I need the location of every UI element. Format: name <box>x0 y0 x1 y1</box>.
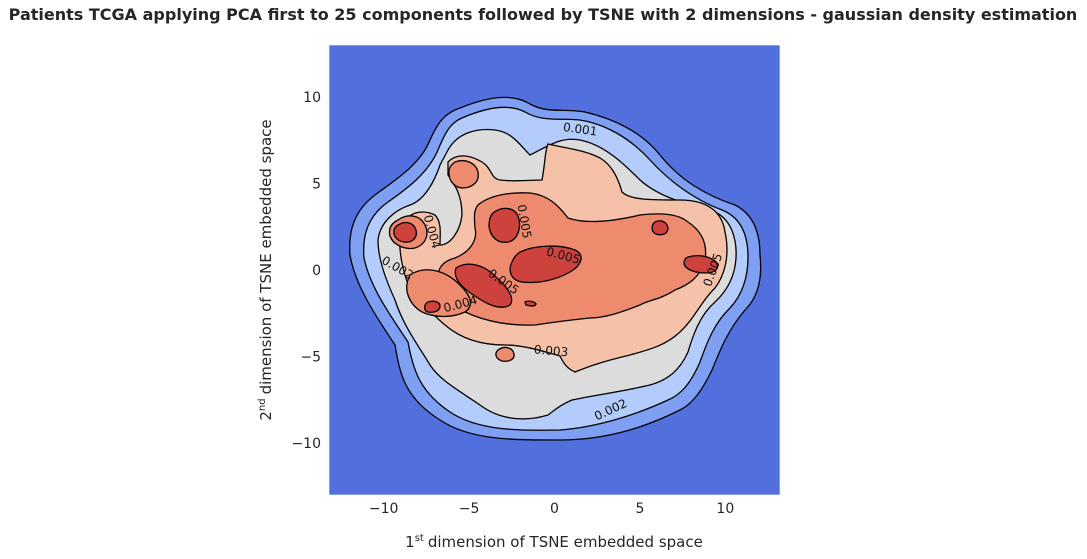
x-tick-label: 5 <box>635 501 644 517</box>
y-axis-label-prefix: 2 <box>257 411 275 421</box>
x-axis-label-sup: st <box>415 533 424 544</box>
y-tick-label: 5 <box>312 176 321 192</box>
contour-region-0.004-topleft <box>448 159 479 189</box>
y-tick-label: 10 <box>303 90 321 106</box>
contour-peak-right-small <box>651 220 669 236</box>
contour-peak-center-top <box>488 207 521 243</box>
y-axis-label-text: dimension of TSNE embedded space <box>257 119 275 394</box>
y-tick-label: −10 <box>291 436 321 452</box>
x-tick-label: −5 <box>459 501 480 517</box>
y-axis-label-sup: nd <box>257 398 268 411</box>
x-tick-label: 10 <box>716 501 734 517</box>
chart-title: Patients TCGA applying PCA first to 25 c… <box>9 5 1078 24</box>
x-tick-label: 0 <box>550 501 559 517</box>
x-tick-label: −10 <box>369 501 399 517</box>
contour-peak-right <box>683 255 719 274</box>
y-axis-ticks: 10 5 0 −5 −10 <box>291 90 321 452</box>
contour-level-label: 0.005 <box>514 203 534 239</box>
contour-level-label: 0.001 <box>562 120 598 139</box>
y-tick-label: −5 <box>300 350 321 366</box>
contour-level-label: 0.003 <box>533 342 568 359</box>
density-contours <box>349 96 762 441</box>
x-axis-label-prefix: 1 <box>405 533 415 551</box>
contour-peak-center <box>509 245 582 284</box>
contour-peak-left <box>393 221 418 243</box>
contour-peak-lowerleft <box>423 300 441 313</box>
contour-peak-lower-center <box>454 263 513 308</box>
y-axis-label: 2nd dimension of TSNE embedded space <box>257 119 275 420</box>
contour-region-0.004-bottom <box>495 346 515 362</box>
x-axis-label-text: dimension of TSNE embedded space <box>428 533 703 551</box>
contour-region-0.004-lowerleft <box>406 269 472 318</box>
x-axis-ticks: −10 −5 0 5 10 <box>369 501 734 517</box>
x-axis-label: 1st dimension of TSNE embedded space <box>405 533 703 551</box>
y-tick-label: 0 <box>312 263 321 279</box>
contour-peak-tiny <box>524 300 537 307</box>
